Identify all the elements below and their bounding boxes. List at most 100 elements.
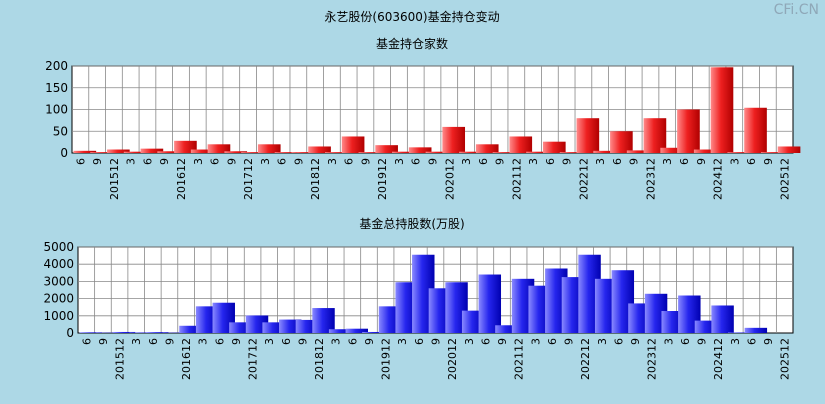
x-tick-label: 3 (197, 338, 210, 345)
y-tick-label: 50 (53, 124, 68, 138)
x-tick-label: 9 (629, 338, 642, 345)
bar (744, 108, 767, 153)
x-tick-label: 3 (263, 338, 276, 345)
x-tick-label: 6 (611, 158, 624, 165)
x-tick-label: 9 (359, 158, 372, 165)
x-tick-label: 3 (192, 158, 205, 165)
y-tick-label: 0 (60, 146, 68, 160)
x-tick-label: 3 (259, 158, 272, 165)
x-tick-label: 3 (130, 338, 143, 345)
x-tick-label: 6 (479, 338, 492, 345)
x-tick-label: 9 (91, 158, 104, 165)
x-tick-label: 3 (393, 158, 406, 165)
x-tick-label: 9 (762, 338, 775, 345)
bar (577, 118, 600, 153)
bar (258, 144, 281, 153)
x-tick-label: 3 (326, 158, 339, 165)
x-tick-label: 6 (745, 158, 758, 165)
x-tick-label: 6 (141, 158, 154, 165)
x-tick-label: 3 (125, 158, 138, 165)
y-tick-label: 150 (45, 81, 68, 95)
x-tick-label: 201812 (309, 158, 322, 200)
bar (476, 144, 499, 153)
x-tick-label: 3 (596, 338, 609, 345)
y-tick-label: 200 (45, 59, 68, 73)
x-tick-label: 3 (661, 158, 674, 165)
bar (610, 131, 633, 153)
bar (711, 305, 733, 333)
x-tick-label: 9 (363, 338, 376, 345)
x-tick-label: 3 (529, 338, 542, 345)
x-tick-label: 9 (427, 158, 440, 165)
y-tick-label: 5000 (43, 240, 74, 254)
x-tick-label: 202212 (579, 338, 592, 380)
bar (308, 146, 331, 153)
bar (778, 146, 801, 153)
x-tick-label: 201612 (180, 338, 193, 380)
x-tick-label: 9 (695, 158, 708, 165)
x-tick-label: 9 (158, 158, 171, 165)
x-tick-label: 202012 (446, 338, 459, 380)
x-tick-label: 3 (594, 158, 607, 165)
bar (543, 142, 566, 153)
x-tick-label: 9 (163, 338, 176, 345)
x-tick-label: 202312 (646, 338, 659, 380)
x-tick-label: 202312 (644, 158, 657, 200)
x-tick-label: 201712 (247, 338, 260, 380)
x-tick-label: 6 (280, 338, 293, 345)
x-tick-label: 201912 (380, 338, 393, 380)
main-title: 永艺股份(603600)基金持仓变动 (324, 9, 499, 24)
x-tick-label: 6 (213, 338, 226, 345)
bar (509, 136, 532, 153)
x-tick-label: 202212 (577, 158, 590, 200)
x-tick-label: 6 (410, 158, 423, 165)
x-tick-label: 9 (225, 158, 238, 165)
x-tick-label: 3 (463, 338, 476, 345)
bar (342, 136, 365, 153)
x-tick-label: 6 (209, 158, 222, 165)
x-tick-label: 6 (346, 338, 359, 345)
x-tick-label: 6 (546, 338, 559, 345)
x-tick-label: 3 (662, 338, 675, 345)
x-tick-label: 6 (74, 158, 87, 165)
y-tick-label: 2000 (43, 292, 74, 306)
x-tick-label: 6 (745, 338, 758, 345)
bar (677, 110, 700, 154)
y-tick-label: 1000 (43, 309, 74, 323)
x-tick-label: 6 (413, 338, 426, 345)
x-tick-label: 9 (561, 158, 574, 165)
x-tick-label: 3 (728, 158, 741, 165)
x-tick-label: 202412 (712, 158, 725, 200)
x-tick-label: 9 (430, 338, 443, 345)
y-tick-label: 4000 (43, 257, 74, 271)
x-tick-label: 201612 (175, 158, 188, 200)
x-tick-label: 3 (396, 338, 409, 345)
x-tick-label: 202412 (712, 338, 725, 380)
x-tick-label: 202512 (779, 158, 792, 200)
y-tick-label: 3000 (43, 274, 74, 288)
x-tick-label: 9 (563, 338, 576, 345)
x-tick-label: 6 (678, 158, 691, 165)
x-tick-label: 9 (696, 338, 709, 345)
bar (745, 328, 767, 333)
x-tick-label: 201812 (313, 338, 326, 380)
x-tick-label: 6 (343, 158, 356, 165)
x-tick-label: 3 (729, 338, 742, 345)
x-tick-label: 9 (628, 158, 641, 165)
x-tick-label: 9 (496, 338, 509, 345)
x-tick-label: 201512 (108, 158, 121, 200)
x-tick-label: 201712 (242, 158, 255, 200)
x-tick-label: 9 (296, 338, 309, 345)
y-tick-label: 100 (45, 103, 68, 117)
x-tick-label: 9 (230, 338, 243, 345)
x-tick-label: 202512 (779, 338, 792, 380)
chart-2-title: 基金总持股数(万股) (359, 216, 464, 231)
x-tick-label: 202112 (510, 158, 523, 200)
x-tick-label: 3 (460, 158, 473, 165)
chart-1-title: 基金持仓家数 (376, 36, 448, 51)
x-tick-label: 201512 (114, 338, 127, 380)
